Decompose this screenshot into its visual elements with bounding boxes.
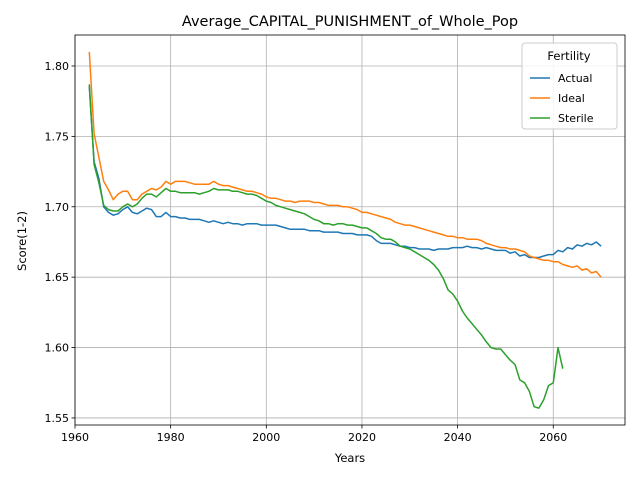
x-tick-label: 1980 [157, 431, 185, 444]
legend-label-ideal: Ideal [558, 92, 585, 105]
legend-label-sterile: Sterile [558, 112, 594, 125]
y-tick-label: 1.60 [45, 342, 70, 355]
x-tick-label: 2040 [444, 431, 472, 444]
y-axis-label: Score(1-2) [15, 211, 29, 271]
x-tick-label: 2020 [348, 431, 376, 444]
legend-box [521, 42, 618, 130]
x-tick-label: 2060 [539, 431, 567, 444]
x-tick-label: 1960 [61, 431, 89, 444]
y-tick-label: 1.65 [45, 271, 70, 284]
series-line-ideal [88, 51, 602, 278]
x-axis-label: Years [334, 451, 365, 465]
y-axis: 1.55 1.60 1.65 1.70 1.75 1.80 [45, 60, 75, 425]
legend: Fertility Actual Ideal Sterile [521, 42, 618, 130]
y-tick-label: 1.80 [45, 60, 70, 73]
y-tick-label: 1.75 [45, 130, 70, 143]
y-tick-label: 1.55 [45, 412, 70, 425]
chart-title: Average_CAPITAL_PUNISHMENT_of_Whole_Pop [182, 14, 518, 30]
series-line-actual [88, 87, 602, 259]
legend-title: Fertility [547, 49, 590, 63]
plot-lines [88, 51, 602, 409]
legend-label-actual: Actual [558, 72, 592, 85]
x-axis: 1960 1980 2000 2020 2040 2060 [61, 425, 567, 444]
y-tick-label: 1.70 [45, 201, 70, 214]
series-line-sterile [88, 84, 564, 409]
x-tick-label: 2000 [252, 431, 280, 444]
plot-frame [74, 34, 626, 426]
